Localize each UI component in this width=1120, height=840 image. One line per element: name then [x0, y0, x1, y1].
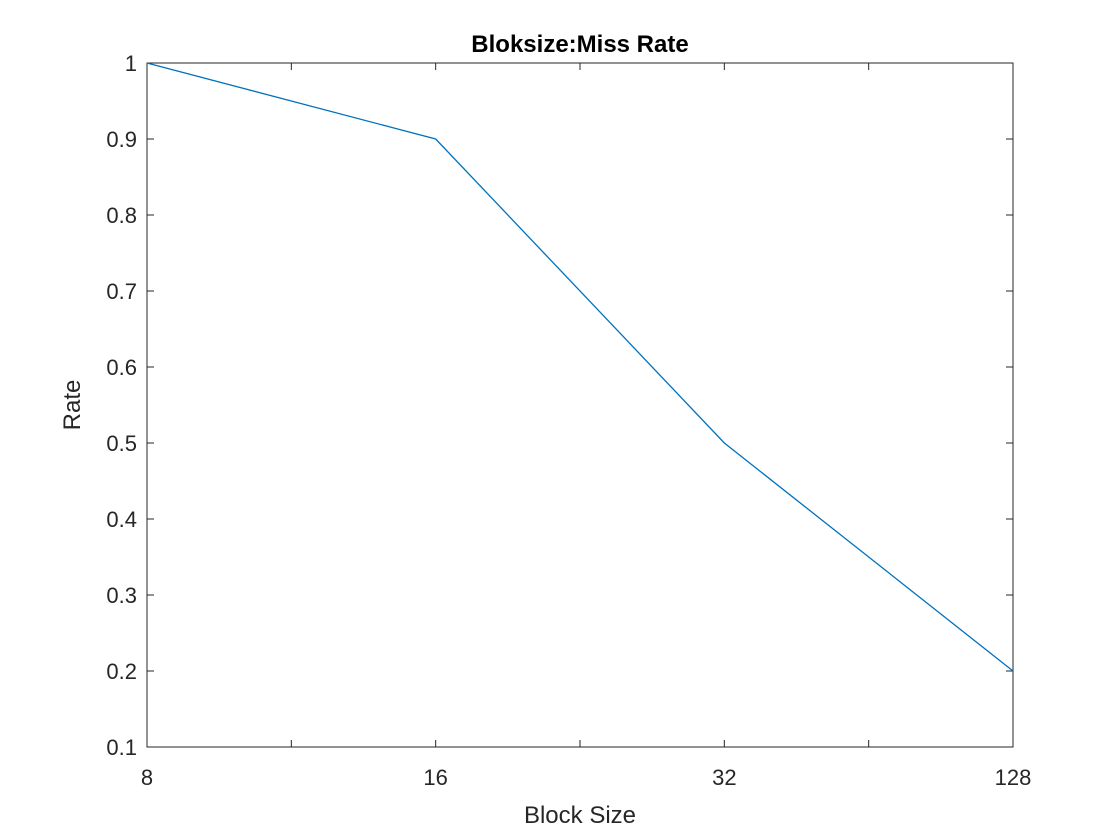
y-tick-label: 0.9 — [106, 127, 137, 152]
y-tick-label: 0.6 — [106, 355, 137, 380]
y-tick-label: 0.5 — [106, 431, 137, 456]
x-tick-label: 32 — [712, 765, 736, 790]
series-line — [146, 62, 1014, 672]
y-tick-label: 1 — [125, 51, 137, 76]
x-axis-label: Block Size — [524, 802, 636, 829]
plot-area — [146, 62, 1014, 748]
x-tick-label: 8 — [141, 765, 153, 790]
y-tick-label: 0.8 — [106, 203, 137, 228]
y-tick-label: 0.4 — [106, 507, 137, 532]
y-tick-label: 0.3 — [106, 583, 137, 608]
y-axis-label: Rate — [59, 380, 86, 431]
x-tick-label: 128 — [995, 765, 1032, 790]
y-tick-label: 0.2 — [106, 659, 137, 684]
y-tick-label: 0.7 — [106, 279, 137, 304]
y-tick-label: 0.1 — [106, 735, 137, 760]
x-tick-label: 16 — [423, 765, 447, 790]
chart-title: Bloksize:Miss Rate — [471, 31, 688, 58]
